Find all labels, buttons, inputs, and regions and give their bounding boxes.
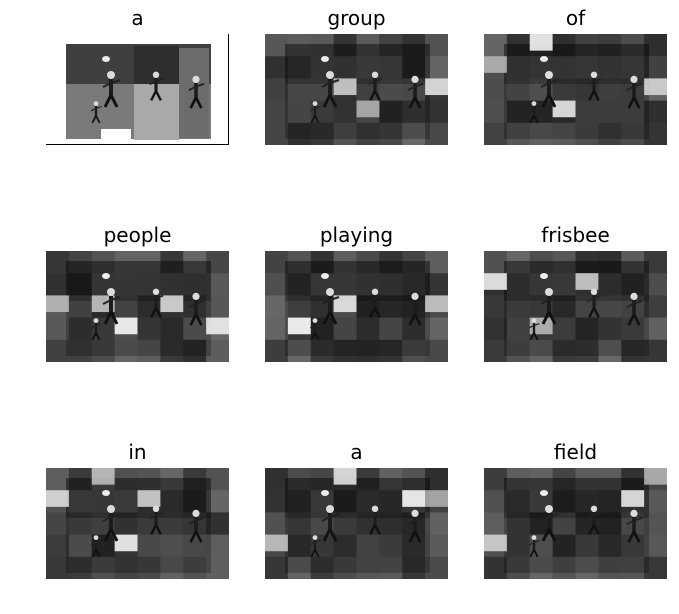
attention-heatmap-image (265, 468, 448, 579)
attention-heatmap-image (484, 251, 667, 362)
attention-panel: playing (265, 223, 448, 362)
attention-panel: field (484, 440, 667, 579)
attention-heatmap-image (46, 251, 229, 362)
attention-panel: a (265, 440, 448, 579)
axis-right-line (228, 34, 229, 145)
panel-word-title: frisbee (541, 223, 610, 247)
attention-heatmap-image (265, 251, 448, 362)
axis-bottom-line (46, 144, 229, 145)
panel-word-title: in (128, 440, 147, 464)
panel-word-title: people (103, 223, 172, 247)
attention-panel: of (484, 6, 667, 145)
panel-word-title: playing (319, 223, 394, 247)
panel-word-title: a (131, 6, 144, 30)
panel-word-title: of (565, 6, 586, 30)
attention-panel: frisbee (484, 223, 667, 362)
attention-heatmap-image (484, 468, 667, 579)
attention-panel: group (265, 6, 448, 145)
attention-panel: people (46, 223, 229, 362)
panel-word-title: group (327, 6, 386, 30)
attention-heatmap-image (265, 34, 448, 145)
attention-heatmap-image (484, 34, 667, 145)
attention-panel: a (46, 6, 229, 145)
panel-word-title: a (350, 440, 363, 464)
panel-word-title: field (553, 440, 598, 464)
attention-heatmap-image (46, 468, 229, 579)
attention-heatmap-image (46, 34, 229, 145)
attention-panel: in (46, 440, 229, 579)
